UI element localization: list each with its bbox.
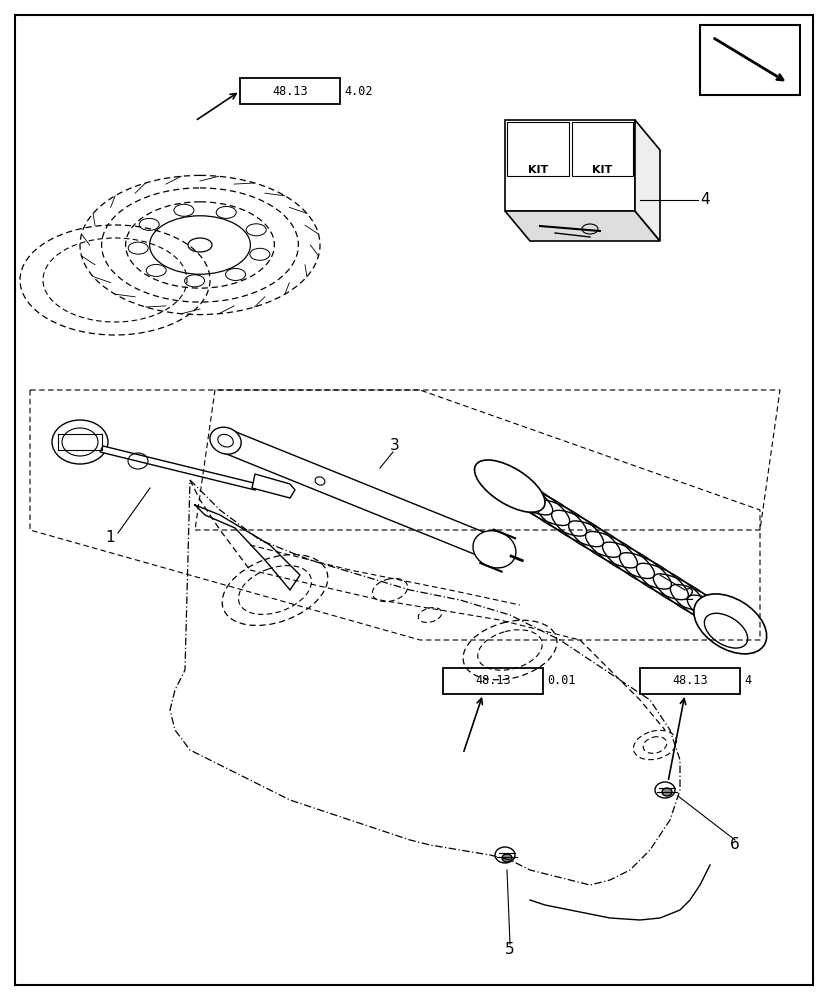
Text: 1: 1	[105, 530, 115, 546]
Text: 48.13: 48.13	[475, 674, 510, 688]
Bar	[571, 122, 632, 176]
Ellipse shape	[693, 594, 766, 654]
Polygon shape	[100, 446, 258, 490]
Text: 4.02: 4.02	[343, 85, 372, 98]
Polygon shape	[504, 120, 634, 211]
Text: 0.01: 0.01	[547, 674, 575, 688]
Bar	[442, 668, 543, 694]
Ellipse shape	[654, 782, 674, 798]
Polygon shape	[221, 430, 499, 560]
Polygon shape	[251, 474, 294, 498]
Text: 4: 4	[743, 674, 750, 688]
Ellipse shape	[472, 531, 515, 568]
Text: 2: 2	[685, 587, 694, 602]
Ellipse shape	[188, 238, 212, 252]
Text: 48.13: 48.13	[672, 674, 707, 688]
Text: 5: 5	[504, 942, 514, 957]
Ellipse shape	[704, 613, 747, 648]
Text: 6: 6	[729, 837, 739, 852]
Ellipse shape	[495, 847, 514, 863]
Ellipse shape	[210, 427, 241, 454]
Text: KIT: KIT	[528, 165, 547, 175]
Text: 4: 4	[700, 192, 709, 208]
Ellipse shape	[474, 460, 544, 512]
Polygon shape	[634, 120, 659, 241]
Text: KIT: KIT	[591, 165, 611, 175]
Text: 48.13: 48.13	[272, 85, 308, 98]
Bar	[240, 78, 340, 104]
Bar	[639, 668, 739, 694]
Polygon shape	[504, 211, 659, 241]
Ellipse shape	[501, 854, 511, 862]
Ellipse shape	[662, 788, 672, 796]
Bar	[699, 25, 799, 95]
Ellipse shape	[52, 420, 108, 464]
Bar	[506, 122, 568, 176]
Text: 3: 3	[390, 438, 399, 452]
